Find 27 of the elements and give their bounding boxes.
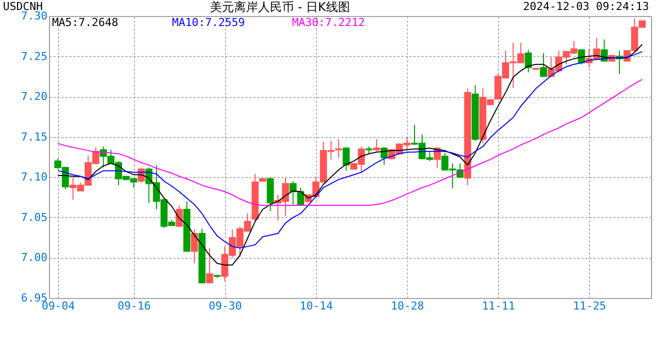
text: MA30:7.2212 (292, 16, 365, 29)
y-tick-label: 7.15 (21, 130, 48, 144)
y-tick-label: 7.30 (21, 10, 48, 22)
text: 2024-12-03 09:24:13 (523, 0, 649, 13)
x-tick-label: 10-28 (390, 300, 424, 312)
x-tick-label: 09-16 (118, 300, 151, 312)
text: MA10:7.2559 (172, 16, 245, 29)
candlestick (524, 49, 532, 73)
x-tick-label: 11-25 (573, 300, 606, 312)
y-tick-label: 7.10 (21, 170, 48, 184)
candlestick (206, 248, 214, 284)
y-tick-label: 7.00 (21, 251, 48, 264)
y-tick-label: 7.05 (21, 210, 48, 224)
x-tick-label: 09-30 (208, 300, 242, 312)
x-tick-label: 11-11 (482, 300, 516, 312)
candlestick (342, 146, 350, 172)
text: MA5:7.2648 (52, 16, 118, 29)
y-tick-label: 7.25 (21, 50, 48, 63)
candlestick (290, 180, 297, 206)
line-series (57, 78, 643, 206)
chart-title: 美元离岸人民币 - 日K线图 (210, 0, 350, 14)
candlestick (540, 52, 548, 77)
candlestick (297, 187, 304, 206)
candlestick (373, 138, 380, 152)
x-tick-label: 10-14 (300, 300, 334, 312)
y-tick-label: 7.20 (21, 90, 48, 104)
candlestick (190, 229, 198, 264)
